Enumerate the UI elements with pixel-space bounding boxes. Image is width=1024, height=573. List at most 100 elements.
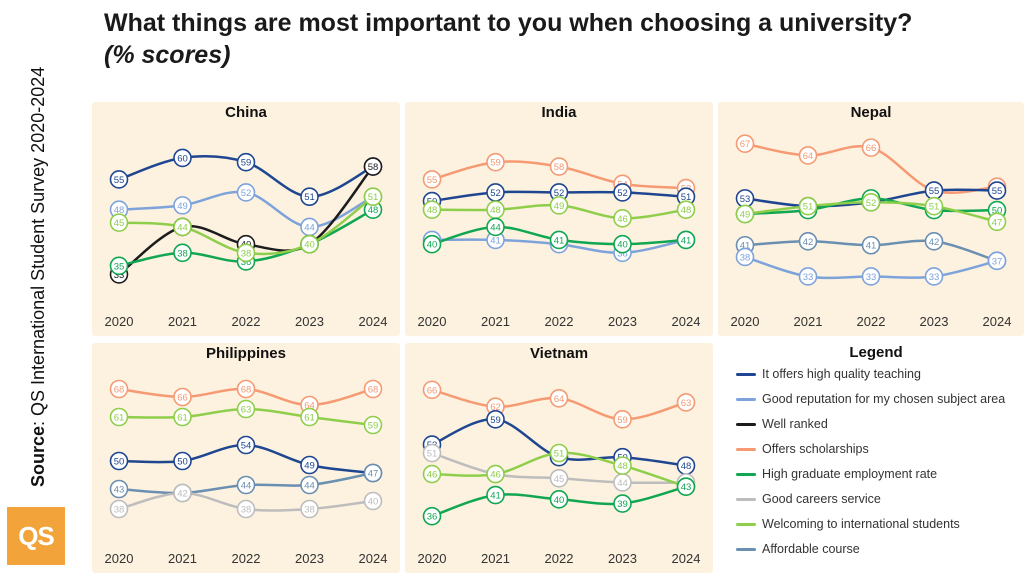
panel-china: China 5560595158484952445133444040583538… <box>92 102 400 336</box>
data-point <box>798 146 818 165</box>
data-label: 38 <box>241 505 252 516</box>
data-point <box>798 196 818 216</box>
data-point <box>987 212 1007 232</box>
legend-swatch <box>736 397 756 401</box>
panel-title-nepal: Nepal <box>850 104 892 121</box>
data-point <box>987 251 1007 271</box>
data-label: 59 <box>490 415 501 426</box>
data-point <box>300 407 319 427</box>
legend-item: It offers high quality teaching <box>736 364 921 384</box>
data-point <box>422 170 442 189</box>
legend-label: Well ranked <box>762 417 828 431</box>
data-point <box>549 196 569 215</box>
data-point <box>735 204 755 224</box>
data-point <box>363 157 383 176</box>
legend-item: Well ranked <box>736 414 828 434</box>
panel-india: India 5559585453505252525148484946484141… <box>405 102 713 336</box>
data-point <box>236 499 256 519</box>
legend-swatch <box>736 522 756 526</box>
data-label: 44 <box>241 481 252 492</box>
data-label: 64 <box>304 401 315 412</box>
data-label: 46 <box>427 470 438 481</box>
panel-title-philippines: Philippines <box>205 345 286 362</box>
data-point <box>549 443 569 463</box>
legend-label: Welcoming to international students <box>762 517 960 531</box>
data-point <box>109 213 129 232</box>
data-point <box>613 183 632 202</box>
data-point <box>300 499 319 519</box>
data-point <box>363 379 383 399</box>
data-point <box>236 183 256 202</box>
data-label: 40 <box>427 240 438 251</box>
data-label: 49 <box>304 461 315 472</box>
data-point <box>987 181 1007 200</box>
x-tick-label: 2023 <box>920 314 949 329</box>
data-label: 59 <box>241 158 252 169</box>
chart-plot: 5560595158484952445133444040583538364048… <box>105 148 388 329</box>
legend-label: Good reputation for my chosen subject ar… <box>762 392 1006 406</box>
data-point <box>613 234 632 254</box>
data-label: 63 <box>681 398 692 409</box>
data-label: 51 <box>803 202 814 213</box>
data-label: 51 <box>554 449 565 460</box>
x-tick-label: 2021 <box>168 314 197 329</box>
data-label: 49 <box>740 210 751 221</box>
data-point <box>109 256 129 276</box>
data-point <box>861 138 881 157</box>
data-label: 48 <box>427 205 438 216</box>
data-label: 54 <box>241 441 252 452</box>
data-label: 59 <box>490 158 501 169</box>
legend-swatch <box>736 547 756 551</box>
data-point <box>109 407 129 427</box>
data-label: 42 <box>177 489 188 500</box>
x-tick-label: 2020 <box>731 314 760 329</box>
data-point <box>486 152 505 172</box>
data-point <box>861 192 881 212</box>
data-label: 52 <box>554 188 565 199</box>
data-label: 46 <box>490 470 501 481</box>
data-label: 38 <box>304 505 315 516</box>
legend-swatch <box>736 372 756 376</box>
data-point <box>109 451 129 471</box>
data-label: 51 <box>681 192 692 203</box>
data-point <box>173 217 192 237</box>
data-point <box>924 232 944 251</box>
data-label: 52 <box>241 188 252 199</box>
data-label: 67 <box>740 139 751 150</box>
source-label: Source <box>28 425 48 487</box>
data-point <box>422 380 442 400</box>
data-label: 42 <box>803 237 814 248</box>
data-label: 37 <box>992 256 1003 267</box>
legend-item: Welcoming to international students <box>736 514 960 534</box>
legend-swatch <box>736 472 756 476</box>
data-label: 68 <box>114 385 125 396</box>
data-label: 43 <box>114 485 125 496</box>
panel-vietnam: Vietnam 66626459635359505048514645444446… <box>405 343 713 573</box>
x-tick-label: 2022 <box>545 314 574 329</box>
x-tick-label: 2021 <box>794 314 823 329</box>
data-point <box>549 490 569 509</box>
data-label: 40 <box>554 495 565 506</box>
data-label: 60 <box>177 153 188 164</box>
data-label: 40 <box>304 240 315 251</box>
data-label: 44 <box>490 222 501 233</box>
data-label: 48 <box>617 461 628 472</box>
data-point <box>173 451 192 471</box>
x-tick-label: 2021 <box>168 551 197 566</box>
data-point <box>676 477 696 496</box>
data-point <box>236 152 256 172</box>
data-label: 61 <box>114 413 125 424</box>
data-point <box>173 148 192 168</box>
x-tick-label: 2022 <box>232 551 261 566</box>
data-label: 66 <box>866 143 877 154</box>
data-point <box>300 234 319 254</box>
chart-plot: 6764665556535152555549505350504951525147… <box>731 134 1011 329</box>
data-point <box>676 230 696 250</box>
data-point <box>422 506 442 526</box>
data-label: 66 <box>427 385 438 396</box>
data-label: 46 <box>617 214 628 225</box>
x-tick-label: 2024 <box>359 314 388 329</box>
data-point <box>613 494 632 513</box>
qs-logo: QS <box>7 507 65 565</box>
data-point <box>173 243 192 263</box>
